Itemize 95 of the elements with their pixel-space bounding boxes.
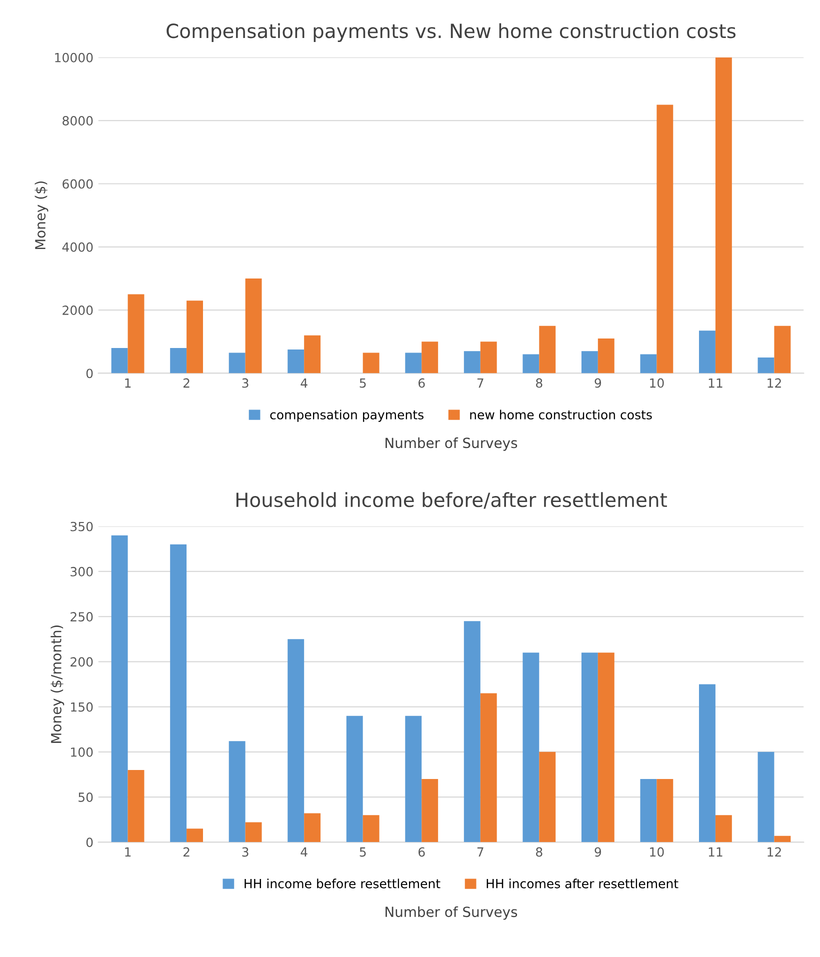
bar — [522, 354, 540, 374]
bar — [228, 352, 246, 374]
x-tick-label: 9 — [594, 847, 602, 857]
legend-label: new home construction costs — [470, 410, 652, 420]
x-tick-label: 8 — [536, 378, 542, 388]
bar — [111, 348, 128, 374]
x-tick-label: 6 — [418, 847, 425, 857]
bar — [186, 300, 204, 374]
bar — [422, 779, 438, 842]
y-tick-label: 100 — [71, 747, 93, 757]
x-tick-label: 1 — [125, 847, 131, 857]
x-tick-label: 6 — [418, 378, 425, 388]
y-tick-label: 250 — [70, 612, 93, 622]
bar — [640, 779, 657, 842]
x-tick-label: 3 — [242, 847, 248, 857]
x-tick-label: 2 — [183, 378, 190, 388]
bar — [362, 815, 380, 842]
bar — [598, 338, 614, 374]
bar — [128, 294, 144, 374]
y-axis-title: Money ($/month) — [50, 626, 64, 743]
bar — [170, 544, 187, 842]
y-tick-label: 150 — [71, 702, 93, 712]
legend-label: HH income before resettlement — [244, 878, 440, 888]
bar — [346, 716, 363, 842]
bar — [656, 104, 674, 374]
bar — [598, 652, 614, 842]
y-axis-title: Money ($) — [34, 181, 48, 250]
x-tick-label: 3 — [242, 378, 248, 388]
bar — [698, 330, 716, 374]
bar — [245, 278, 262, 374]
bar — [170, 348, 187, 374]
y-tick-label: 350 — [70, 522, 93, 532]
bar — [304, 813, 321, 842]
y-tick-label: 2000 — [62, 306, 93, 315]
x-tick-label: 1 — [125, 378, 131, 388]
y-tick-label: 300 — [70, 566, 93, 576]
bar — [405, 352, 422, 374]
bar — [758, 357, 774, 374]
x-tick-label: 5 — [360, 847, 366, 857]
bar — [228, 741, 246, 842]
y-tick-label: 10000 — [55, 52, 93, 62]
bar — [362, 352, 380, 374]
x-tick-label: 11 — [708, 847, 722, 857]
x-tick-label: 12 — [768, 378, 781, 388]
x-tick-label: 4 — [300, 847, 308, 857]
chart-title: Household income before/after resettlement — [236, 492, 667, 509]
x-tick-label: 8 — [536, 847, 542, 857]
y-tick-label: 50 — [78, 792, 93, 802]
bar — [522, 652, 540, 842]
x-tick-label: 5 — [360, 378, 366, 388]
bar — [715, 57, 732, 374]
y-tick-label: 6000 — [62, 179, 93, 189]
x-tick-label: 4 — [300, 378, 308, 388]
bar — [464, 351, 480, 374]
x-tick-label: 2 — [183, 847, 190, 857]
bar — [480, 693, 497, 842]
chart-title: Compensation payments vs. New home construction costs — [166, 23, 736, 42]
y-tick-label: 4000 — [62, 242, 93, 252]
x-tick-label: 7 — [477, 378, 484, 388]
bar — [288, 639, 304, 842]
bar — [715, 815, 732, 842]
legend-label: HH incomes after resettlement — [486, 878, 678, 888]
bar — [111, 535, 128, 842]
bar — [656, 779, 674, 842]
y-tick-label: 0 — [86, 838, 93, 848]
y-tick-label: 200 — [70, 657, 93, 667]
bar — [581, 652, 598, 842]
bar — [464, 621, 480, 842]
bar — [758, 752, 774, 842]
bar — [539, 326, 556, 374]
bar — [698, 684, 716, 842]
bar — [128, 770, 144, 842]
bar — [245, 822, 262, 842]
x-tick-label: 9 — [594, 378, 602, 388]
x-axis-title: Number of Surveys — [386, 437, 518, 451]
bar — [304, 335, 321, 374]
bar — [405, 716, 422, 842]
bar — [480, 342, 497, 374]
x-tick-label: 11 — [708, 378, 722, 388]
bar — [288, 350, 304, 374]
x-tick-label: 10 — [650, 378, 664, 388]
x-axis-title: Number of Surveys — [386, 906, 518, 920]
x-tick-label: 7 — [477, 847, 484, 857]
bar — [774, 836, 791, 842]
bar — [774, 326, 791, 374]
legend-label: compensation payments — [270, 410, 424, 422]
y-tick-label: 8000 — [62, 116, 93, 126]
x-tick-label: 12 — [768, 847, 781, 857]
bar — [640, 354, 657, 374]
bar — [422, 342, 438, 374]
y-tick-label: 0 — [86, 368, 93, 378]
x-tick-label: 10 — [650, 847, 664, 857]
bar — [581, 351, 598, 374]
bar — [539, 752, 556, 842]
bar — [186, 828, 204, 842]
